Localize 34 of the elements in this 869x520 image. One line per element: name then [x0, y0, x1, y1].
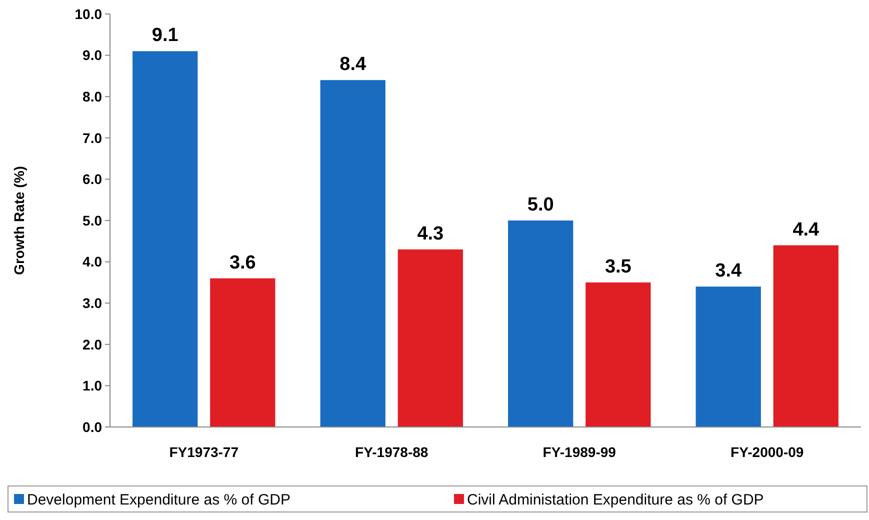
data-label: 3.5	[604, 256, 632, 278]
bar	[586, 282, 651, 427]
y-tick-label: 10.0	[74, 6, 102, 22]
data-label: 4.3	[417, 223, 444, 244]
y-tick-label: 1.0	[82, 378, 102, 394]
y-tick-label: 7.0	[82, 130, 102, 146]
y-tick-label: 5.0	[82, 212, 102, 228]
x-tick-label: FY-1989-99	[542, 444, 616, 460]
y-tick-label: 3.0	[82, 295, 102, 311]
bar	[773, 245, 838, 427]
data-label: 4.4	[792, 219, 820, 240]
bar	[132, 51, 198, 427]
data-label: 9.1	[152, 25, 179, 46]
x-tick-label: FY1973-77	[169, 444, 239, 460]
y-tick-label: 8.0	[82, 88, 102, 104]
data-label: 3.6	[229, 252, 256, 274]
bar	[320, 80, 386, 427]
bar	[210, 278, 276, 427]
y-axis-title: Growth Rate (%)	[11, 166, 27, 275]
x-tick-label: FY-2000-09	[730, 444, 804, 460]
legend-label: Civil Administation Expenditure as % of GDP	[467, 491, 764, 508]
data-label: 3.4	[715, 260, 742, 282]
y-tick-label: 2.0	[82, 336, 102, 352]
legend-label: Development Expenditure as % of GDP	[27, 491, 290, 508]
bar	[508, 220, 574, 427]
bar	[696, 286, 761, 427]
y-tick-label: 4.0	[82, 254, 102, 270]
y-tick-label: 6.0	[82, 171, 102, 188]
y-tick-label: 9.0	[82, 47, 102, 64]
data-label: 5.0	[527, 194, 554, 216]
x-tick-label: FY-1978-88	[355, 444, 428, 460]
y-tick-label: 0.0	[82, 418, 102, 435]
data-label: 8.4	[340, 54, 366, 76]
bar	[398, 249, 463, 427]
